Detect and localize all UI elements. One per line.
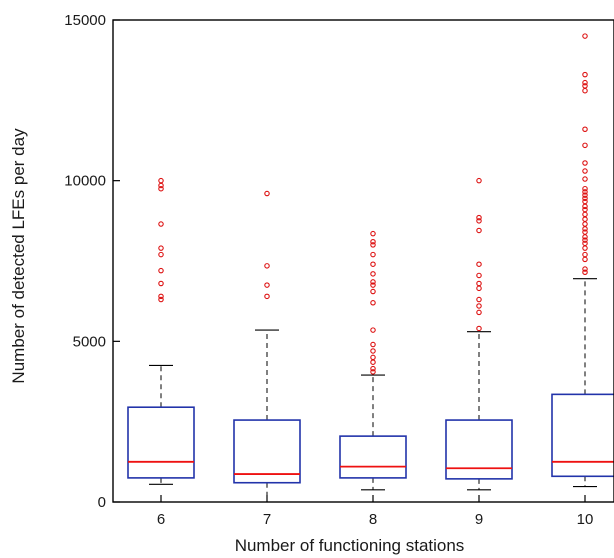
- outlier-point: [264, 282, 270, 288]
- x-tick-label: 7: [263, 511, 271, 528]
- y-axis-ticks: 0 5000 10000 15000: [64, 12, 120, 511]
- outlier-point: [582, 206, 588, 213]
- outlier-point: [582, 240, 588, 247]
- outlier-point: [582, 83, 588, 89]
- y-tick-label: 15000: [64, 12, 106, 29]
- iqr-box: [127, 406, 195, 479]
- outlier-point: [582, 192, 588, 198]
- outlier-point: [476, 303, 482, 309]
- outlier-point: [582, 142, 588, 149]
- x-tick-label: 6: [157, 511, 165, 528]
- outlier-point: [476, 280, 482, 287]
- outlier-point: [582, 126, 588, 133]
- outlier-point: [582, 211, 588, 218]
- outlier-point: [158, 177, 164, 184]
- outlier-point: [370, 271, 376, 277]
- y-tick-label: 0: [98, 494, 106, 511]
- iqr-box: [551, 393, 614, 478]
- box-group-8: [339, 230, 407, 491]
- outlier-point: [582, 221, 588, 227]
- y-tick-label: 10000: [64, 173, 106, 190]
- outlier-point: [582, 79, 588, 86]
- iqr-box: [445, 419, 513, 480]
- outlier-point: [264, 190, 270, 197]
- outlier-point: [370, 354, 376, 361]
- outlier-point: [264, 293, 270, 300]
- outlier-point: [476, 214, 482, 221]
- outlier-point: [476, 285, 482, 292]
- outlier-point: [582, 185, 588, 192]
- outlier-point: [370, 261, 376, 267]
- box-group-7: [233, 190, 301, 502]
- outlier-point: [158, 185, 164, 192]
- outlier-point: [370, 365, 376, 372]
- outlier-point: [582, 168, 588, 174]
- outlier-point: [582, 269, 588, 275]
- outlier-point: [158, 251, 164, 258]
- outlier-point: [370, 279, 376, 285]
- outlier-point: [582, 195, 588, 202]
- outlier-point: [582, 229, 588, 235]
- outlier-point: [370, 327, 376, 333]
- outlier-point: [582, 237, 588, 243]
- x-tick-label: 8: [369, 511, 377, 528]
- x-tick-label: 10: [577, 511, 594, 528]
- outlier-point: [476, 227, 482, 234]
- outlier-point: [582, 33, 588, 39]
- outlier-point: [370, 251, 376, 258]
- outlier-point: [476, 325, 482, 332]
- iqr-box: [233, 419, 301, 484]
- outlier-point: [370, 238, 376, 245]
- outlier-point: [582, 176, 588, 182]
- iqr-box: [339, 435, 407, 479]
- box-group-9: [445, 177, 513, 491]
- outlier-point: [158, 221, 164, 227]
- outlier-point: [582, 245, 588, 251]
- outlier-point: [582, 251, 588, 258]
- outlier-point: [158, 293, 164, 300]
- outlier-point: [476, 177, 482, 184]
- outlier-point: [582, 216, 588, 222]
- x-tick-label: 9: [475, 511, 483, 528]
- outlier-point: [370, 359, 376, 365]
- outlier-point: [158, 245, 164, 251]
- plot-area-frame: [112, 19, 614, 503]
- outlier-point: [370, 288, 376, 295]
- outlier-point: [582, 189, 588, 195]
- y-tick-label: 5000: [73, 333, 106, 350]
- box-plot-series: [127, 33, 614, 502]
- y-axis-title: Number of detected LFEs per day: [9, 128, 28, 384]
- outlier-point: [370, 369, 376, 375]
- outlier-point: [476, 309, 482, 316]
- outlier-point: [582, 87, 588, 94]
- outlier-point: [264, 263, 270, 269]
- outlier-point: [476, 296, 482, 303]
- outlier-point: [158, 267, 164, 274]
- outlier-point: [582, 198, 588, 205]
- outlier-point: [370, 242, 376, 248]
- outlier-point: [370, 300, 376, 306]
- outlier-point: [370, 348, 376, 354]
- box-group-6: [127, 177, 195, 485]
- outlier-point: [158, 296, 164, 303]
- x-axis-ticks: 6 7 8 9 10: [157, 495, 594, 528]
- outlier-point: [582, 256, 588, 263]
- outlier-point: [476, 218, 482, 224]
- outlier-point: [370, 230, 376, 237]
- outlier-point: [158, 280, 164, 287]
- outlier-point: [476, 272, 482, 279]
- outlier-point: [370, 282, 376, 288]
- x-axis-title: Number of functioning stations: [235, 536, 465, 555]
- box-group-10: [551, 33, 614, 488]
- outlier-point: [476, 261, 482, 267]
- outlier-point: [582, 160, 588, 166]
- outlier-point: [370, 341, 376, 348]
- outlier-point: [582, 266, 588, 272]
- outlier-point: [582, 71, 588, 78]
